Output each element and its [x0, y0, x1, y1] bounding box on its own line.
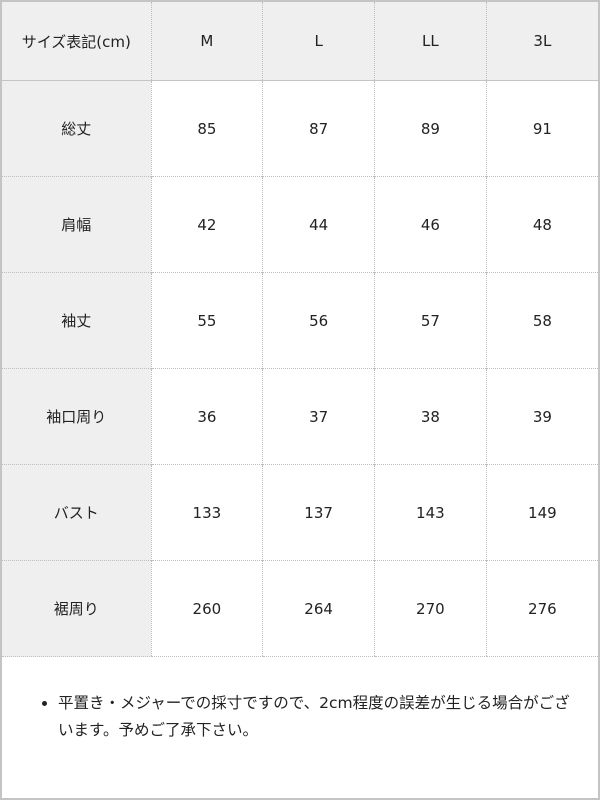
row-label: 総丈	[2, 80, 151, 177]
row-label: 裾周り	[2, 560, 151, 657]
value-cell: 133	[150, 464, 263, 561]
header-cell: M	[150, 2, 263, 81]
value-cell: 137	[262, 464, 375, 561]
note-item: 平置き・メジャーでの採寸ですので、2cm程度の誤差が生じる場合がございます。予め…	[58, 690, 572, 744]
table-row: 袖口周り 36 37 38 39	[2, 368, 598, 465]
row-label: バスト	[2, 464, 151, 561]
value-cell: 57	[374, 272, 487, 369]
value-cell: 149	[485, 464, 598, 561]
table-row: 袖丈 55 56 57 58	[2, 272, 598, 369]
value-cell: 276	[485, 560, 598, 657]
value-cell: 55	[150, 272, 263, 369]
value-cell: 38	[374, 368, 487, 465]
header-cell: 3L	[485, 2, 598, 81]
row-label: 肩幅	[2, 176, 151, 273]
value-cell: 143	[374, 464, 487, 561]
value-cell: 44	[262, 176, 375, 273]
value-cell: 37	[262, 368, 375, 465]
value-cell: 260	[150, 560, 263, 657]
value-cell: 270	[374, 560, 487, 657]
value-cell: 56	[262, 272, 375, 369]
table-row: 肩幅 42 44 46 48	[2, 176, 598, 273]
value-cell: 36	[150, 368, 263, 465]
value-cell: 89	[374, 80, 487, 177]
table-row: 総丈 85 87 89 91	[2, 80, 598, 177]
header-cell: L	[262, 2, 375, 81]
value-cell: 46	[374, 176, 487, 273]
value-cell: 85	[150, 80, 263, 177]
size-table: サイズ表記(cm) M L LL 3L 総丈 85 87 89 91 肩幅 42 44 46 48…	[2, 2, 598, 657]
header-cell: LL	[374, 2, 487, 81]
value-cell: 39	[485, 368, 598, 465]
value-cell: 264	[262, 560, 375, 657]
table-header-row: サイズ表記(cm) M L LL 3L	[2, 2, 598, 81]
row-label: 袖口周り	[2, 368, 151, 465]
row-label: 袖丈	[2, 272, 151, 369]
table-row: 裾周り 260 264 270 276	[2, 560, 598, 657]
header-cell: サイズ表記(cm)	[2, 2, 151, 81]
value-cell: 87	[262, 80, 375, 177]
value-cell: 42	[150, 176, 263, 273]
value-cell: 48	[485, 176, 598, 273]
value-cell: 58	[485, 272, 598, 369]
table-row: バスト 133 137 143 149	[2, 464, 598, 561]
value-cell: 91	[485, 80, 598, 177]
measurement-note: 平置き・メジャーでの採寸ですので、2cm程度の誤差が生じる場合がございます。予め…	[42, 690, 572, 744]
